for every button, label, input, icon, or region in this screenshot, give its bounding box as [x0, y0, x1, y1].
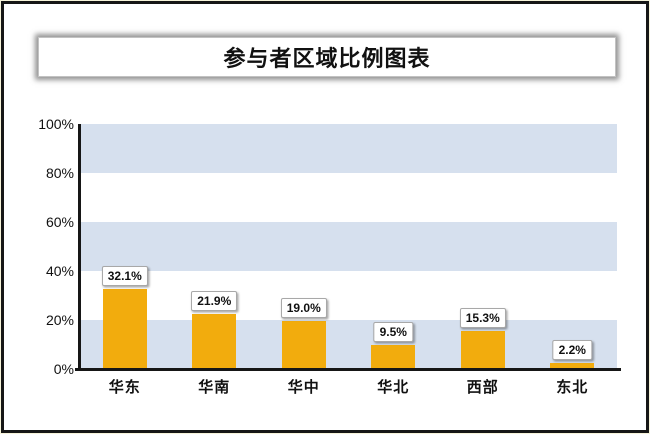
y-tick-label: 60% [45, 214, 74, 230]
y-tick-label: 80% [45, 165, 74, 181]
chart-bar [371, 344, 416, 368]
bar-value-label: 15.3% [459, 307, 506, 328]
plot-band [80, 173, 617, 222]
x-axis-category-label: 华南 [198, 379, 231, 396]
bar-value-label: 9.5% [373, 321, 413, 342]
x-axis-category-label: 东北 [556, 379, 589, 396]
chart-title: 参与者区域比例图表 [223, 46, 431, 71]
chart-bar [281, 321, 326, 368]
y-tick-label: 100% [38, 116, 74, 132]
bar-value-label: 19.0% [280, 298, 327, 319]
bar-value-label: 21.9% [191, 291, 238, 312]
chart-bar [192, 314, 237, 368]
x-axis-category-label: 华中 [287, 379, 320, 396]
plot-band [80, 320, 617, 369]
chart-bar [460, 330, 505, 368]
bar-value-label: 32.1% [101, 266, 148, 287]
y-tick-label: 20% [45, 312, 74, 328]
y-tick-label: 40% [45, 263, 74, 279]
x-axis-category-label: 华北 [377, 379, 410, 396]
chart-bar [102, 289, 147, 368]
y-tick-label: 0% [53, 361, 74, 377]
plot-area: 0% 20% 40% 60% 80% 100% 32.1% 21.9% 19.0% 9.5% 15… [38, 116, 621, 396]
y-axis-line [78, 124, 81, 369]
chart-bar [550, 362, 595, 368]
x-axis-line [75, 368, 621, 371]
plot-band [80, 271, 617, 320]
x-axis-category-label: 华东 [108, 379, 141, 396]
x-axis-category-label: 西部 [466, 379, 499, 396]
bar-value-label: 2.2% [552, 339, 592, 360]
plot-band [80, 124, 617, 173]
plot-band [80, 222, 617, 271]
chart-title-box: 参与者区域比例图表 [38, 37, 616, 77]
